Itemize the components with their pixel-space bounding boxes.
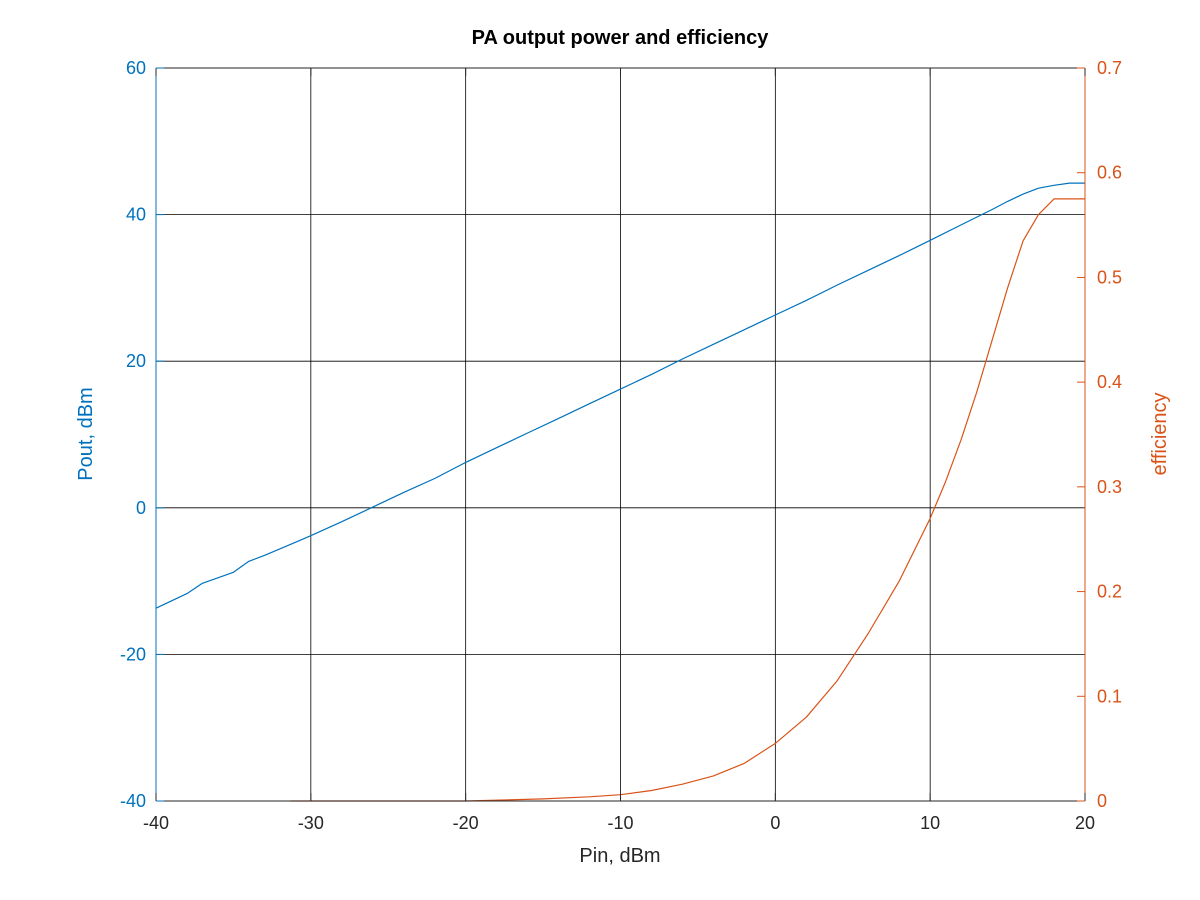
series-line-pout [155,182,1085,609]
x-tick-label: 20 [1075,813,1095,833]
y-right-tick-label: 0.7 [1097,58,1122,78]
x-axis-label: Pin, dBm [579,845,660,867]
series-layer [155,182,1085,802]
chart-title: PA output power and efficiency [472,27,770,49]
x-tick-label: 10 [920,813,940,833]
x-tick-label: -30 [298,813,324,833]
y-left-tick-label: -40 [120,791,146,811]
y-right-tick-label: 0.1 [1097,686,1122,706]
ticks: -40 -30 -20 -10 0 10 20-40-20020406000.10.20.3… [120,58,1122,833]
y-left-tick-label: 20 [126,351,146,371]
y-right-tick-label: 0 [1097,791,1107,811]
series-line-efficiency [290,198,1085,802]
y-right-tick-label: 0.2 [1097,582,1122,602]
x-tick-label: 0 [770,813,780,833]
y-right-tick-label: 0.4 [1097,372,1122,392]
x-tick-label: -20 [453,813,479,833]
y-left-tick-label: -20 [120,644,146,664]
y-axis-left-label: Pout, dBm [75,387,97,480]
y-right-tick-label: 0.5 [1097,267,1122,287]
y-left-tick-label: 0 [136,498,146,518]
y-axis-right-label: efficiency [1149,392,1171,475]
y-left-tick-label: 60 [126,58,146,78]
y-left-tick-label: 40 [126,205,146,225]
x-tick-label: -40 [143,813,169,833]
y-right-tick-label: 0.6 [1097,163,1122,183]
x-tick-label: -10 [607,813,633,833]
y-right-tick-label: 0.3 [1097,477,1122,497]
